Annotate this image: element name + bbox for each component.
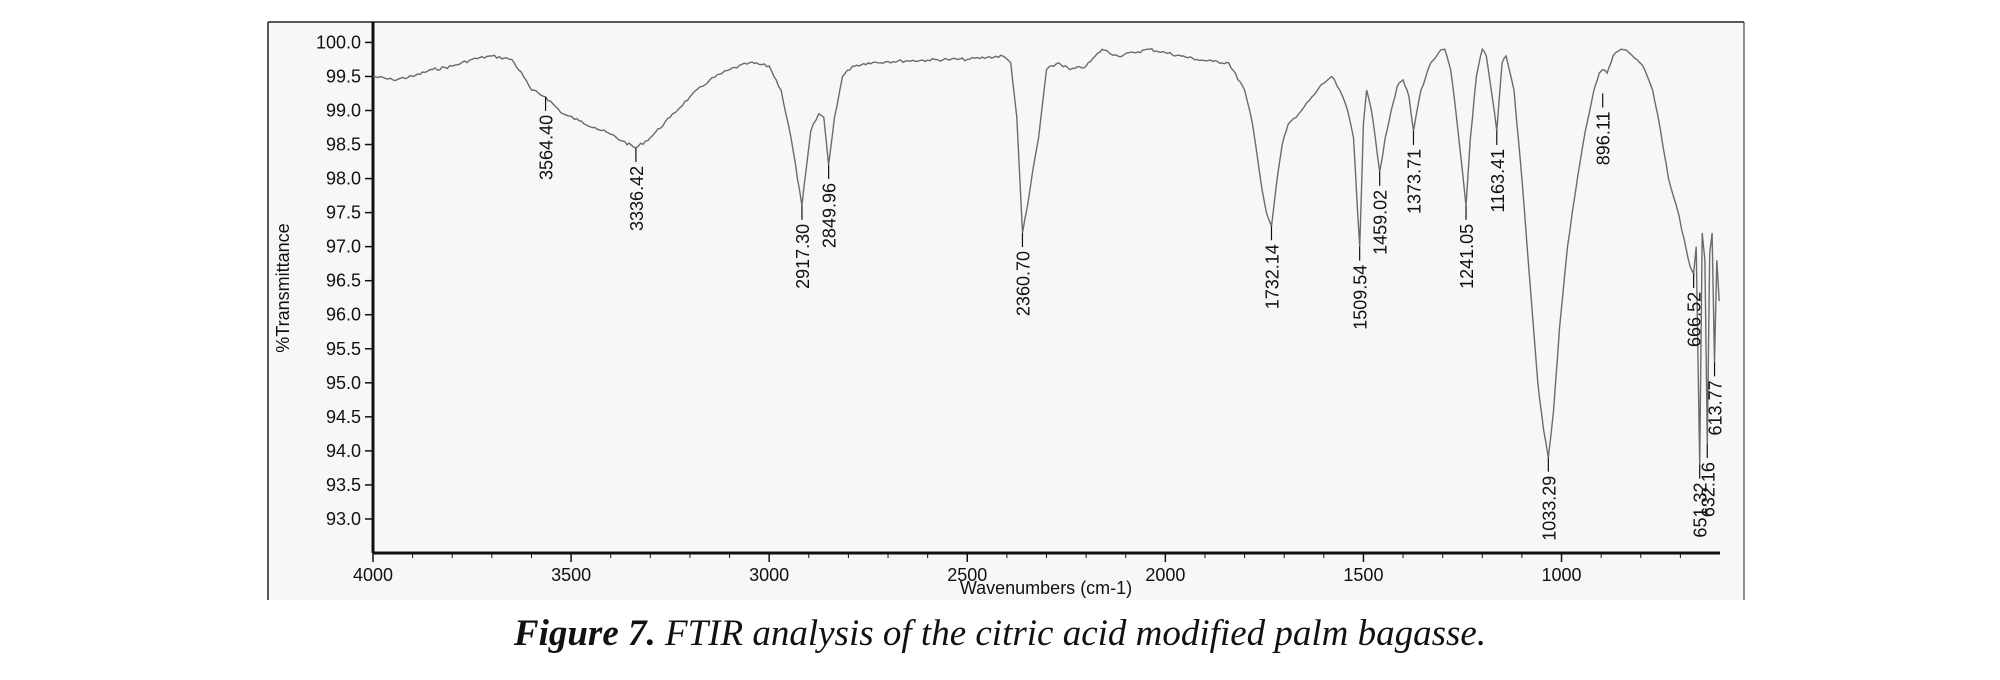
y-tick-label: 94.5 xyxy=(326,407,361,427)
peak-label: 2917.30 xyxy=(793,224,813,289)
ftir-chart: 93.0 93.5 94.0 94.5 95.0 95.5 96.0 96.5 97.0 97.5… xyxy=(267,21,1745,600)
x-tick-label: 1500 xyxy=(1343,565,1383,585)
x-tick-label: 3000 xyxy=(749,565,789,585)
y-tick-label: 93.5 xyxy=(326,475,361,495)
y-tick-label: 97.0 xyxy=(326,237,361,257)
peak-label: 3564.40 xyxy=(537,115,557,180)
x-axis-label: Wavenumbers (cm-1) xyxy=(960,578,1132,598)
peak-label: 1033.29 xyxy=(1539,476,1559,541)
spectrum-line xyxy=(372,47,1720,465)
peak-label: 1373.71 xyxy=(1405,149,1425,214)
peak-label: 896.11 xyxy=(1594,112,1614,166)
peak-label: 632.16 xyxy=(1698,462,1718,517)
figure-number: Figure 7. xyxy=(513,613,656,654)
peak-label: 2849.96 xyxy=(820,183,840,248)
y-tick-label: 99.0 xyxy=(326,101,361,121)
y-tick-label: 98.0 xyxy=(326,169,361,189)
x-tick-label: 2500 xyxy=(947,565,987,585)
y-tick-label: 96.0 xyxy=(326,305,361,325)
peak-label: 2360.70 xyxy=(1014,251,1034,316)
peak-label: 666.52 xyxy=(1685,292,1705,347)
y-tick-label: 95.0 xyxy=(326,373,361,393)
y-tick-label: 96.5 xyxy=(326,271,361,291)
y-tick-label: 93.0 xyxy=(326,509,361,529)
x-tick-label: 3500 xyxy=(551,565,591,585)
peak-label: 1732.14 xyxy=(1263,244,1283,309)
figure-caption: Figure 7. FTIR analysis of the citric ac… xyxy=(0,612,2000,655)
x-tick-label: 4000 xyxy=(353,565,393,585)
y-axis-label: %Transmittance xyxy=(273,223,293,352)
y-tick-label: 98.5 xyxy=(326,135,361,155)
y-tick-label: 94.0 xyxy=(326,441,361,461)
y-tick-label: 99.5 xyxy=(326,66,361,86)
peak-annotations: 3564.40 3336.42 2917.30 2849.96 2360.70 1732.… xyxy=(537,93,1726,541)
y-tick-label: 97.5 xyxy=(326,203,361,223)
peak-label: 651.32 xyxy=(1691,483,1711,538)
x-tick-label: 1000 xyxy=(1542,565,1582,585)
y-tick-label: 95.5 xyxy=(326,339,361,359)
peak-label: 1459.02 xyxy=(1371,190,1391,255)
peak-label: 1241.05 xyxy=(1457,224,1477,289)
x-ticks: 4000 3500 3000 2500 2000 1500 1000 xyxy=(353,553,1681,585)
y-ticks: 93.0 93.5 94.0 94.5 95.0 95.5 96.0 96.5 97.0 97.5… xyxy=(316,32,373,529)
caption-text: FTIR analysis of the citric acid modifie… xyxy=(655,613,1487,654)
peak-label: 613.77 xyxy=(1706,380,1726,435)
x-tick-label: 2000 xyxy=(1145,565,1185,585)
peak-label: 1509.54 xyxy=(1351,265,1371,330)
y-tick-label: 100.0 xyxy=(316,32,361,52)
peak-label: 1163.41 xyxy=(1488,149,1508,213)
peak-label: 3336.42 xyxy=(627,166,647,231)
plot-background xyxy=(268,22,1744,600)
